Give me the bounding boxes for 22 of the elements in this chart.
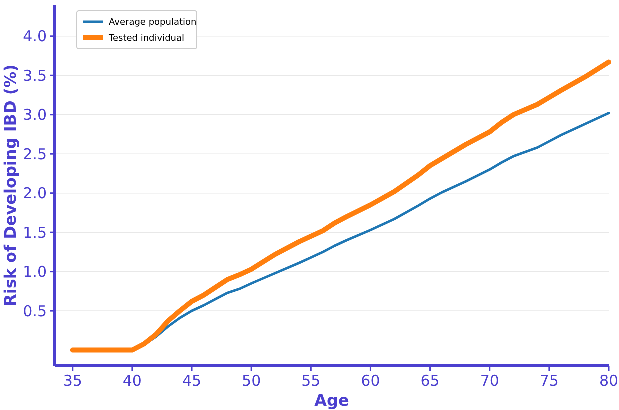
x-tick-label: 55: [302, 372, 321, 390]
y-tick-label: 1.0: [23, 263, 47, 282]
y-tick-label: 2.5: [23, 145, 47, 164]
x-tick-label: 80: [599, 372, 619, 390]
legend-label: Tested individual: [108, 34, 185, 44]
x-tick-label: 50: [242, 372, 262, 390]
y-tick-label: 4.0: [23, 28, 47, 46]
y-tick-label: 1.5: [23, 224, 47, 242]
x-tick-label: 70: [480, 372, 500, 390]
y-tick-label: 0.5: [23, 302, 47, 320]
x-tick-label: 40: [122, 372, 142, 390]
x-tick-label: 65: [420, 372, 440, 390]
y-axis-title: Risk of Developing IBD (%): [1, 64, 20, 306]
x-tick-label: 75: [540, 372, 559, 390]
legend-label: Average population: [109, 18, 197, 28]
x-tick-label: 60: [361, 372, 380, 390]
y-tick-label: 2.0: [23, 184, 47, 203]
x-axis-title: Age: [314, 391, 350, 410]
x-tick-label: 35: [63, 372, 82, 390]
y-tick-label: 3.0: [23, 106, 47, 124]
x-tick-label: 45: [182, 372, 202, 390]
y-tick-label: 3.5: [23, 66, 47, 85]
